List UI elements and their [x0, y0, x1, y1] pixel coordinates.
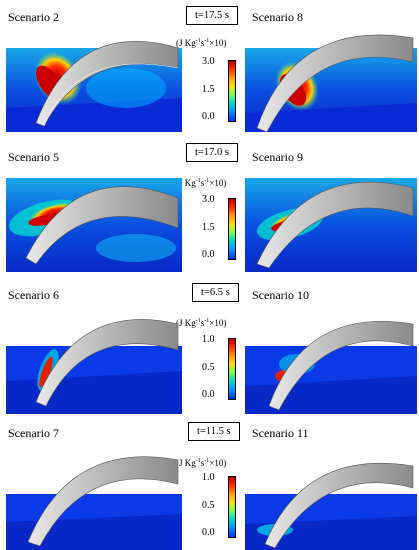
- time-box: t=11.5 s: [188, 422, 240, 441]
- scenario-label-right: Scenario 9: [252, 150, 303, 164]
- scenario-label-left: Scenario 7: [8, 426, 59, 440]
- scenario-label-right: Scenario 11: [252, 426, 309, 440]
- colorbar: [228, 338, 236, 400]
- colorbar-tick-mid: 0.5: [202, 500, 215, 511]
- row-3: Scenario 6 Scenario 10 t=6.5 s (J Kg-1s-…: [0, 278, 419, 414]
- simulation-scene-left: [6, 178, 182, 272]
- colorbar: [228, 60, 236, 122]
- simulation-scene-right: [245, 34, 417, 132]
- simulation-scene-right: [245, 178, 417, 272]
- simulation-scene-right: [245, 320, 417, 414]
- colorbar-unit: (J Kg-1s-1×10): [176, 38, 227, 48]
- colorbar-tick-mid: 0.5: [202, 362, 215, 373]
- scenario-label-left: Scenario 2: [8, 10, 59, 24]
- colorbar-tick-top: 3.0: [202, 194, 215, 205]
- colorbar-unit: (J Kg-1s-1×10): [176, 458, 227, 468]
- colorbar-tick-bottom: 0.0: [202, 111, 215, 122]
- colorbar: [228, 476, 236, 538]
- scenario-label-right: Scenario 10: [252, 288, 309, 302]
- colorbar-tick-top: 1.0: [202, 472, 215, 483]
- scenario-label-right: Scenario 8: [252, 10, 303, 24]
- simulation-scene-left: [6, 456, 182, 550]
- colorbar-tick-bottom: 0.0: [202, 527, 215, 538]
- colorbar-tick-top: 1.0: [202, 334, 215, 345]
- colorbar-tick-top: 3.0: [202, 56, 215, 67]
- colorbar: [228, 198, 236, 260]
- colorbar-tick-mid: 1.5: [202, 222, 215, 233]
- simulation-scene-right: [245, 462, 417, 550]
- time-box: t=17.0 s: [186, 143, 238, 162]
- time-box: t=6.5 s: [192, 283, 239, 302]
- colorbar-tick-bottom: 0.0: [202, 249, 215, 260]
- colorbar-unit: (J Kg-1s-1×10): [176, 178, 227, 188]
- row-1: Scenario 2 Scenario 8 t=17.5 s (J Kg-1s-…: [0, 0, 419, 132]
- colorbar-tick-mid: 1.5: [202, 84, 215, 95]
- time-box: t=17.5 s: [186, 6, 238, 25]
- row-4: Scenario 7 Scenario 11 t=11.5 s (J Kg-1s…: [0, 416, 419, 550]
- simulation-scene-left: [6, 319, 182, 414]
- row-2: Scenario 5 Scenario 9 t=17.0 s (J Kg-1s-…: [0, 140, 419, 272]
- scenario-label-left: Scenario 6: [8, 288, 59, 302]
- colorbar-unit: (J Kg-1s-1×10): [176, 318, 227, 328]
- scenario-label-left: Scenario 5: [8, 150, 59, 164]
- simulation-scene-left: [6, 41, 182, 132]
- colorbar-tick-bottom: 0.0: [202, 389, 215, 400]
